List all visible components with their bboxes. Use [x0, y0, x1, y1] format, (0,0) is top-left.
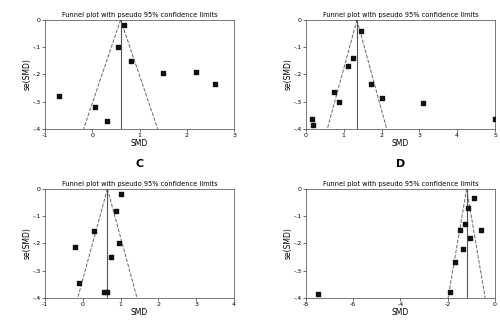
Point — [90, 228, 98, 234]
Point — [456, 227, 464, 232]
Title: Funnel plot with pseudo 95% confidence limits: Funnel plot with pseudo 95% confidence l… — [322, 181, 478, 187]
X-axis label: SMD: SMD — [131, 139, 148, 148]
X-axis label: SMD: SMD — [131, 308, 148, 317]
Point — [211, 81, 219, 87]
Point — [477, 227, 485, 232]
Point — [90, 105, 98, 110]
Title: Funnel plot with pseudo 95% confidence limits: Funnel plot with pseudo 95% confidence l… — [322, 12, 478, 18]
Point — [378, 95, 386, 100]
Y-axis label: se(SMD): se(SMD) — [22, 227, 31, 259]
Point — [459, 246, 467, 252]
Point — [314, 291, 322, 297]
Y-axis label: se(SMD): se(SMD) — [283, 59, 292, 90]
Point — [159, 71, 167, 76]
Point — [446, 290, 454, 295]
Point — [357, 28, 365, 33]
Point — [72, 245, 80, 250]
Point — [112, 208, 120, 213]
Point — [238, 260, 246, 265]
Point — [335, 99, 343, 104]
Point — [75, 280, 83, 286]
Point — [310, 122, 318, 127]
Text: D: D — [396, 159, 405, 169]
Y-axis label: se(SMD): se(SMD) — [22, 59, 31, 90]
Point — [107, 254, 115, 260]
Point — [114, 241, 122, 246]
Title: Funnel plot with pseudo 95% confidence limits: Funnel plot with pseudo 95% confidence l… — [62, 181, 218, 187]
Point — [104, 290, 112, 295]
Point — [116, 192, 124, 197]
Point — [462, 222, 469, 227]
Point — [22, 260, 30, 265]
Point — [491, 117, 499, 122]
Point — [104, 118, 112, 123]
Point — [466, 235, 474, 241]
Point — [451, 260, 459, 265]
Point — [120, 23, 128, 28]
Y-axis label: se(SMD): se(SMD) — [283, 227, 292, 259]
Point — [100, 290, 108, 295]
X-axis label: SMD: SMD — [392, 139, 409, 148]
Point — [192, 69, 200, 74]
X-axis label: SMD: SMD — [392, 308, 409, 317]
Point — [127, 58, 135, 64]
Point — [367, 81, 375, 87]
Point — [349, 55, 357, 61]
Point — [55, 94, 63, 99]
Point — [344, 64, 351, 69]
Point — [470, 196, 478, 201]
Point — [330, 89, 338, 95]
Title: Funnel plot with pseudo 95% confidence limits: Funnel plot with pseudo 95% confidence l… — [62, 12, 218, 18]
Text: C: C — [136, 159, 143, 169]
Point — [419, 100, 427, 106]
Point — [464, 205, 472, 211]
Point — [114, 44, 122, 50]
Point — [308, 117, 316, 122]
